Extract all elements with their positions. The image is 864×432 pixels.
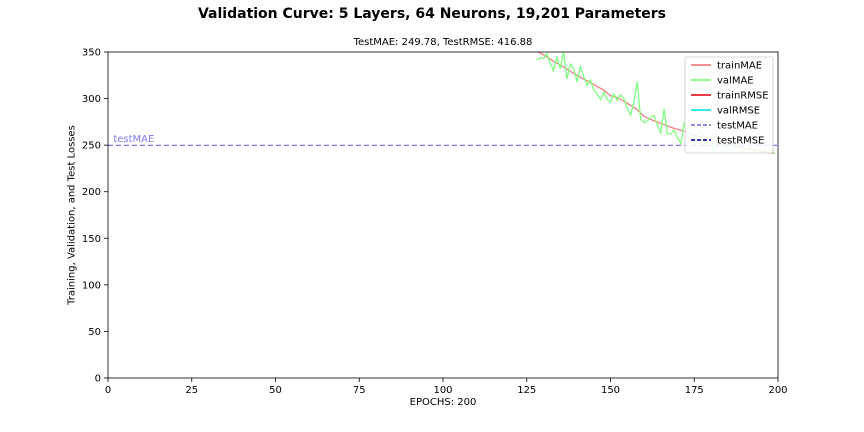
legend-label-testrmse: testRMSE (717, 136, 764, 147)
y-tick-label: 150 (82, 234, 101, 245)
legend-box (684, 56, 774, 154)
y-tick-label: 350 (82, 48, 101, 59)
x-tick-label: 25 (185, 385, 198, 396)
chart-subtitle: TestMAE: 249.78, TestRMSE: 416.88 (353, 37, 533, 48)
x-tick-label: 150 (601, 385, 620, 396)
x-axis-label: EPOCHS: 200 (409, 397, 477, 408)
legend-label-valrmse: valRMSE (717, 106, 760, 117)
legend-label-valmae: valMAE (717, 76, 754, 87)
legend-label-testmae: testMAE (717, 121, 758, 132)
x-tick-label: 200 (768, 385, 787, 396)
x-tick-label: 125 (517, 385, 536, 396)
x-tick-label: 175 (685, 385, 704, 396)
y-tick-label: 100 (82, 280, 101, 291)
legend-label-trainmae: trainMAE (717, 61, 762, 72)
y-tick-label: 0 (95, 374, 101, 385)
x-tick-label: 0 (105, 385, 111, 396)
y-axis-label: Training, Validation, and Test Losses (66, 125, 78, 305)
y-tick-label: 50 (88, 327, 101, 338)
y-tick-label: 300 (82, 94, 101, 105)
legend-label-trainrmse: trainRMSE (717, 91, 769, 102)
y-tick-label: 250 (82, 141, 101, 152)
y-tick-label: 200 (82, 187, 101, 198)
chart-title: Validation Curve: 5 Layers, 64 Neurons, … (197, 6, 666, 22)
plot-area-frame (107, 51, 779, 379)
x-tick-label: 100 (433, 385, 452, 396)
x-tick-label: 50 (269, 385, 282, 396)
annotation-testmae-label: testMAE (113, 134, 154, 145)
x-tick-label: 75 (353, 385, 366, 396)
